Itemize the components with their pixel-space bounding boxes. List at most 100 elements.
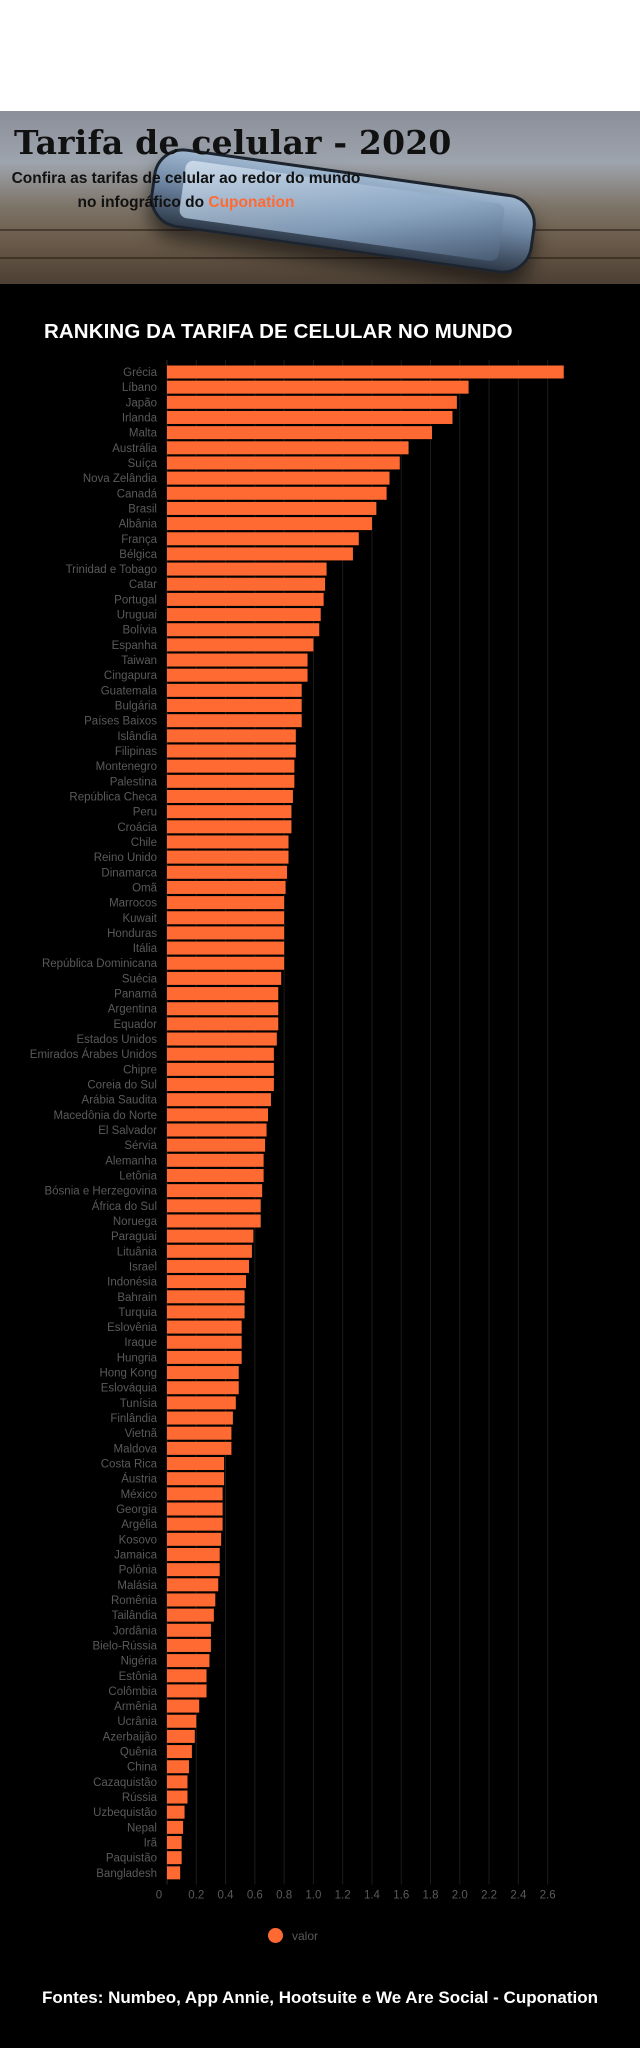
bar[interactable] [167, 835, 289, 849]
bar[interactable] [167, 1745, 192, 1759]
bar[interactable] [167, 1457, 225, 1471]
bar[interactable] [167, 1578, 219, 1592]
bar[interactable] [167, 1396, 236, 1410]
bar[interactable] [167, 1259, 249, 1273]
bar[interactable] [167, 941, 285, 955]
bar[interactable] [167, 1062, 274, 1076]
bar[interactable] [167, 1229, 254, 1243]
bar[interactable] [167, 1760, 189, 1774]
bar[interactable] [167, 1123, 267, 1137]
bar[interactable] [167, 1820, 184, 1834]
bar[interactable] [167, 774, 295, 788]
bar[interactable] [167, 880, 286, 894]
bar[interactable] [167, 577, 326, 591]
bar[interactable] [167, 471, 390, 485]
bar[interactable] [167, 653, 308, 667]
bar[interactable] [167, 1138, 266, 1152]
bar[interactable] [167, 1411, 233, 1425]
bar[interactable] [167, 623, 320, 637]
bar[interactable] [167, 744, 296, 758]
bar[interactable] [167, 1017, 279, 1031]
bar[interactable] [167, 805, 292, 819]
bar[interactable] [167, 1608, 214, 1622]
bar[interactable] [167, 729, 296, 743]
bar[interactable] [167, 987, 279, 1001]
bar[interactable] [167, 1002, 279, 1016]
bar[interactable] [167, 426, 432, 440]
bar[interactable] [167, 562, 327, 576]
bar[interactable] [167, 1532, 222, 1546]
bar[interactable] [167, 1305, 245, 1319]
bar[interactable] [167, 1032, 277, 1046]
bar[interactable] [167, 1290, 245, 1304]
bar[interactable] [167, 1729, 195, 1743]
bar[interactable] [167, 1623, 211, 1637]
bar[interactable] [167, 1199, 261, 1213]
bar[interactable] [167, 608, 321, 622]
bar[interactable] [167, 517, 372, 531]
bar[interactable] [167, 1366, 239, 1380]
bar[interactable] [167, 1047, 274, 1061]
bar[interactable] [167, 668, 308, 682]
bar[interactable] [167, 714, 302, 728]
bar[interactable] [167, 956, 285, 970]
bar[interactable] [167, 1108, 269, 1122]
bar[interactable] [167, 1790, 188, 1804]
bar[interactable] [167, 1851, 182, 1865]
bar[interactable] [167, 501, 377, 515]
bar[interactable] [167, 1244, 252, 1258]
bar[interactable] [167, 1684, 207, 1698]
bar[interactable] [167, 1335, 242, 1349]
bar[interactable] [167, 1714, 197, 1728]
bar[interactable] [167, 410, 453, 424]
bar[interactable] [167, 1350, 242, 1364]
bar[interactable] [167, 1638, 211, 1652]
bar[interactable] [167, 395, 457, 409]
bar[interactable] [167, 1805, 185, 1819]
bar[interactable] [167, 1093, 271, 1107]
bar[interactable] [167, 1593, 216, 1607]
bar[interactable] [167, 896, 285, 910]
bar[interactable] [167, 1547, 220, 1561]
bar[interactable] [167, 1441, 232, 1455]
bar[interactable] [167, 699, 302, 713]
bar[interactable] [167, 1320, 242, 1334]
bar[interactable] [167, 1654, 210, 1668]
bar[interactable] [167, 1472, 225, 1486]
bar[interactable] [167, 759, 295, 773]
bar[interactable] [167, 683, 302, 697]
bar[interactable] [167, 365, 564, 379]
chart-legend[interactable]: valor [268, 1928, 318, 1943]
bar[interactable] [167, 638, 314, 652]
bar[interactable] [167, 532, 359, 546]
bar[interactable] [167, 547, 353, 561]
bar[interactable] [167, 1184, 263, 1198]
bar[interactable] [167, 380, 469, 394]
bar[interactable] [167, 441, 409, 455]
bar[interactable] [167, 1426, 232, 1440]
bar[interactable] [167, 1502, 223, 1516]
bar[interactable] [167, 820, 292, 834]
bar[interactable] [167, 850, 289, 864]
bar[interactable] [167, 1836, 182, 1850]
bar[interactable] [167, 1168, 264, 1182]
bar[interactable] [167, 789, 293, 803]
bar[interactable] [167, 1699, 200, 1713]
bar[interactable] [167, 1866, 181, 1880]
bar[interactable] [167, 592, 324, 606]
bar[interactable] [167, 1275, 247, 1289]
bar[interactable] [167, 1078, 274, 1092]
bar[interactable] [167, 1517, 223, 1531]
bar[interactable] [167, 1214, 261, 1228]
bar[interactable] [167, 456, 400, 470]
bar[interactable] [167, 486, 387, 500]
bar[interactable] [167, 1669, 207, 1683]
bar[interactable] [167, 1381, 239, 1395]
bar[interactable] [167, 1487, 223, 1501]
bar[interactable] [167, 1563, 220, 1577]
bar[interactable] [167, 926, 285, 940]
bar[interactable] [167, 1775, 188, 1789]
bar[interactable] [167, 1153, 264, 1167]
bar[interactable] [167, 971, 282, 985]
bar[interactable] [167, 911, 285, 925]
